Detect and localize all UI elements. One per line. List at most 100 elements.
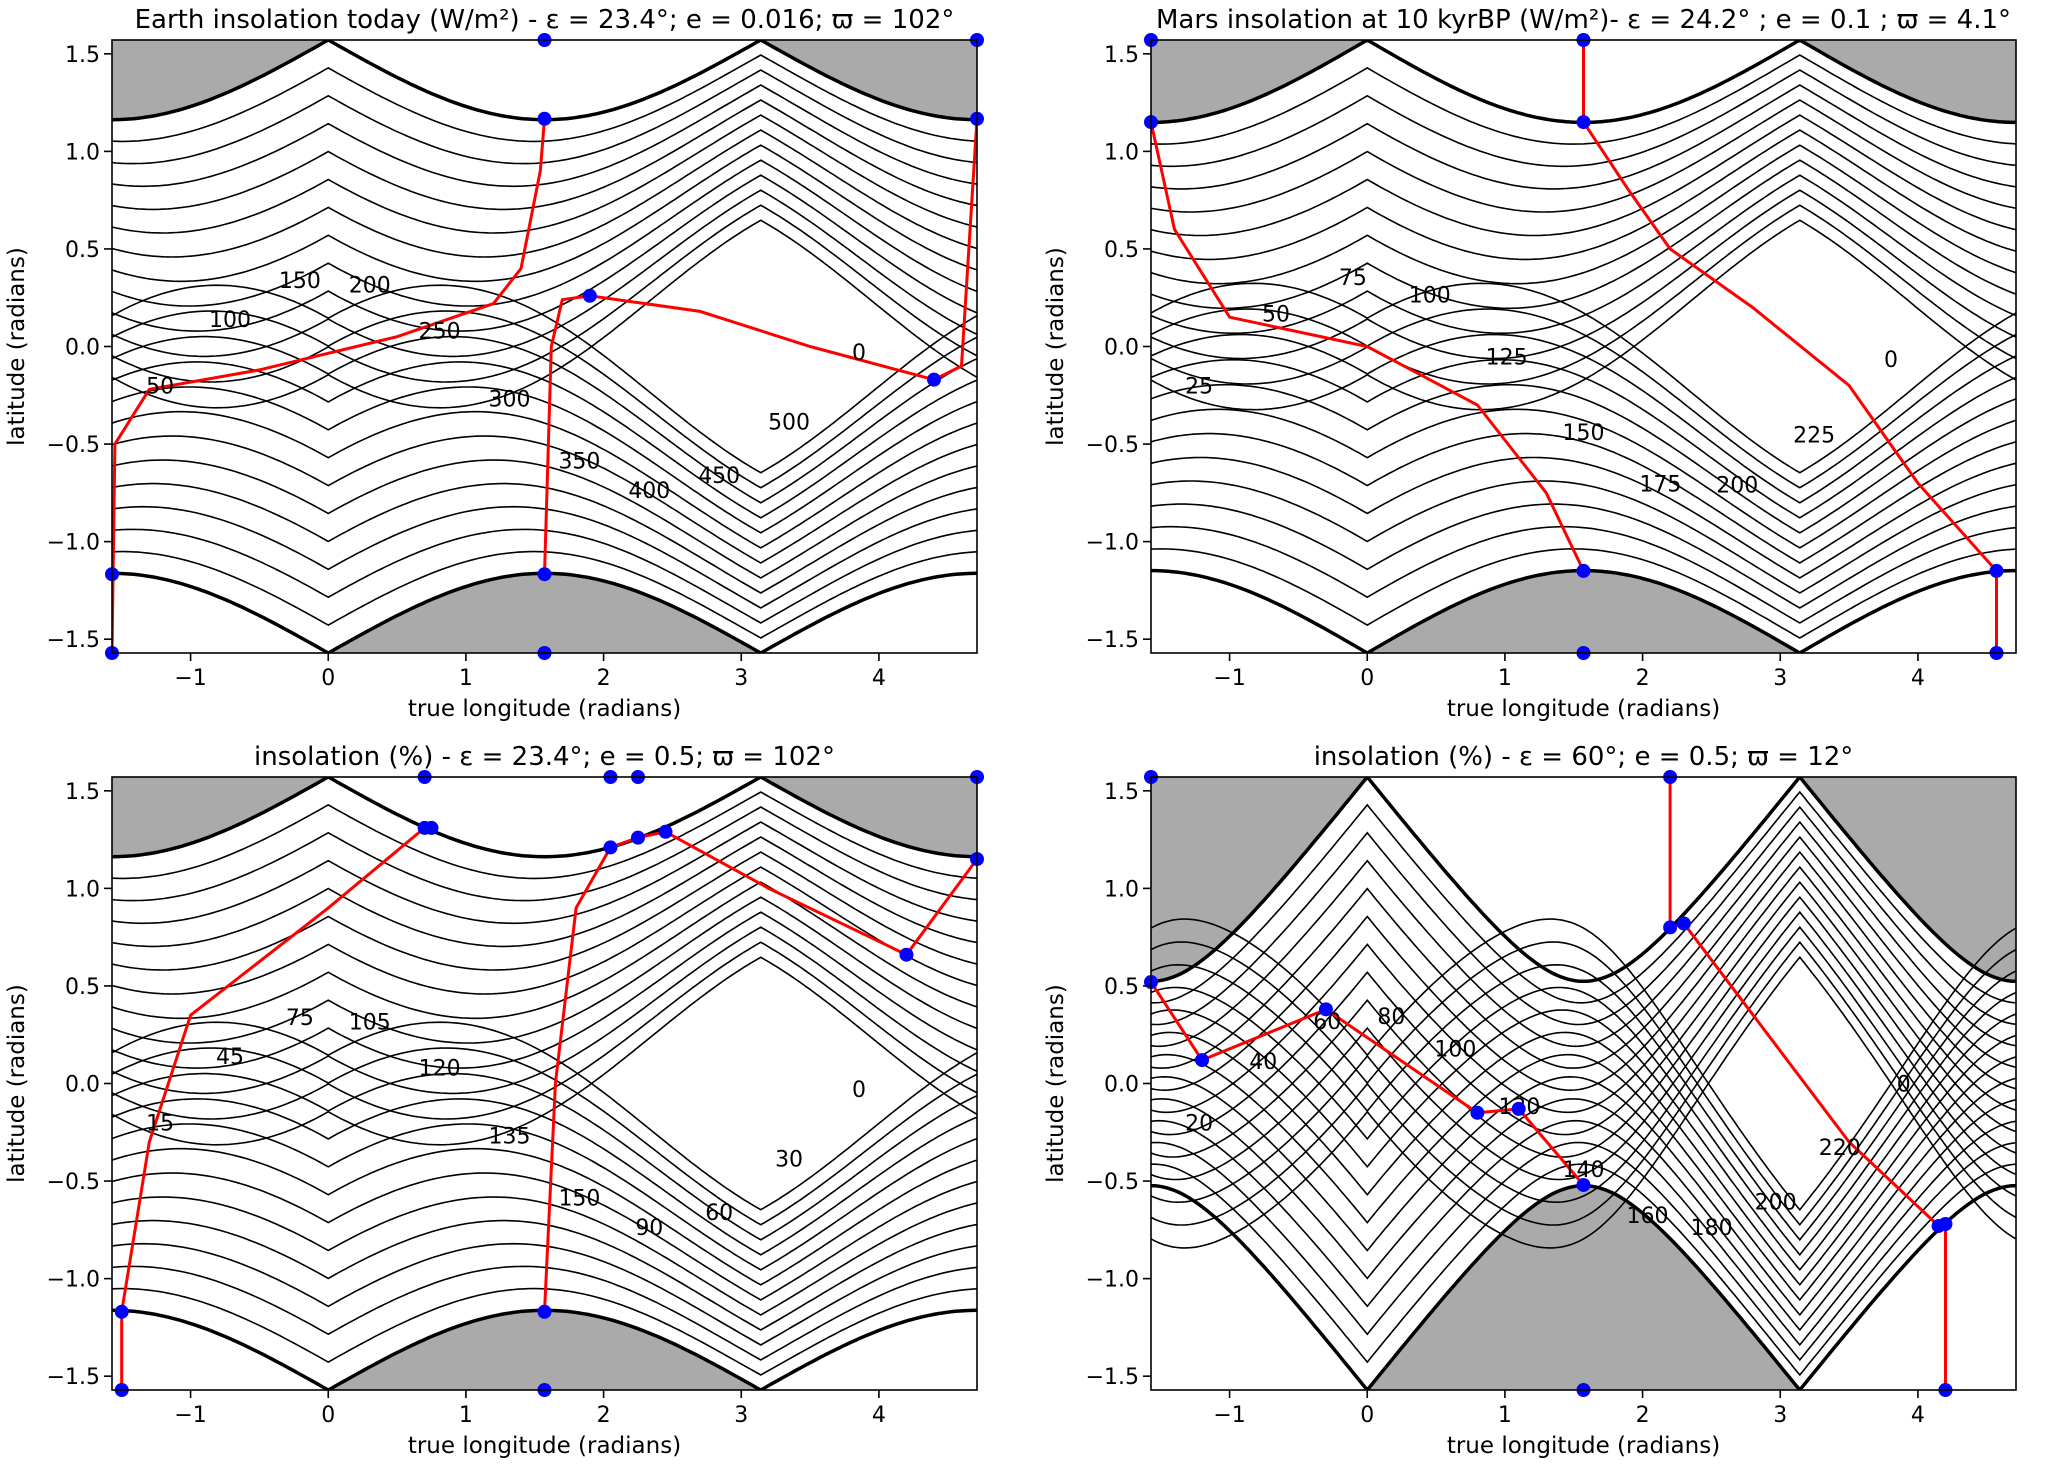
contour-label: 50 bbox=[146, 374, 174, 399]
y-tick-label: 0.0 bbox=[65, 336, 100, 361]
data-marker bbox=[537, 111, 552, 126]
contour-line bbox=[112, 1047, 977, 1226]
y-tick-label: 1.0 bbox=[65, 140, 100, 165]
plot-area: 15 45 75 105 120 135 150 90 60 30 0 bbox=[112, 777, 977, 1390]
contour-line bbox=[112, 310, 977, 489]
subplot-mars-10kyr: 25 50 75 100 125 150 175 200 225 0 −1 0 1 2 3 4 −1.5 −1.0… bbox=[1043, 5, 2017, 722]
contour-label: 60 bbox=[705, 1201, 733, 1226]
contour-line bbox=[1151, 1098, 2016, 1332]
subplot-title: insolation (%) - ε = 60°; e = 0.5; ϖ = 1… bbox=[1314, 742, 1854, 772]
contour-line bbox=[1151, 129, 2016, 261]
contour-line bbox=[112, 911, 977, 1069]
polar-night-south bbox=[112, 1310, 977, 1390]
contour-line bbox=[112, 386, 977, 534]
contour-line bbox=[1151, 941, 2016, 1226]
contour-line bbox=[112, 435, 977, 564]
x-tick-label: 2 bbox=[597, 1403, 611, 1428]
contour-label: 400 bbox=[628, 479, 670, 504]
contour-line bbox=[1151, 69, 2016, 168]
y-tick-label: 1.5 bbox=[65, 780, 100, 805]
x-tick-label: 3 bbox=[734, 666, 748, 691]
data-marker bbox=[1663, 920, 1678, 935]
contour-line bbox=[112, 1196, 977, 1316]
contour-line bbox=[1151, 865, 2016, 1114]
contour-label: 90 bbox=[635, 1216, 663, 1241]
axes-frame bbox=[1150, 39, 2017, 654]
y-tick-label: −1.5 bbox=[1086, 1365, 1139, 1390]
y-tick-label: −0.5 bbox=[47, 1170, 100, 1195]
x-tick-label: 0 bbox=[1360, 666, 1374, 691]
data-marker bbox=[537, 1304, 552, 1319]
contour-line bbox=[1151, 174, 2016, 334]
contour-label: 125 bbox=[1486, 345, 1528, 370]
x-tick-label: 0 bbox=[321, 666, 335, 691]
contour-line bbox=[112, 821, 977, 925]
y-tick-label: −0.5 bbox=[1086, 1170, 1139, 1195]
contour-line bbox=[1151, 918, 2016, 1211]
subplot-insolation-e05-eps234: 15 45 75 105 120 135 150 90 60 30 0 −1 0 1 2 3 4 −1.5 −1.0… bbox=[4, 742, 984, 1459]
y-tick-label: 0.0 bbox=[1104, 336, 1139, 361]
polar-night-south bbox=[1151, 1185, 2016, 1390]
contour-line bbox=[1151, 282, 2016, 474]
polar-night-north bbox=[1151, 40, 2016, 123]
red-path bbox=[1151, 981, 1585, 1186]
data-marker bbox=[114, 1304, 129, 1319]
contour-line bbox=[1151, 925, 2016, 1204]
boundary-curve-north bbox=[112, 777, 977, 859]
contour-line bbox=[112, 144, 977, 283]
contour-line bbox=[112, 189, 977, 358]
contour-label: 15 bbox=[146, 1111, 174, 1136]
contour-line bbox=[1151, 480, 2016, 594]
contour-line bbox=[1151, 144, 2016, 285]
contour-line bbox=[1151, 408, 2016, 549]
contour-label: 0 bbox=[852, 1078, 866, 1103]
contour-line bbox=[112, 410, 977, 549]
data-marker bbox=[1195, 1053, 1210, 1068]
contour-line bbox=[1151, 99, 2016, 213]
x-tick-label: 3 bbox=[1773, 1403, 1787, 1428]
contour-line bbox=[112, 1021, 977, 1211]
contour-label: 225 bbox=[1793, 423, 1835, 448]
contour-line bbox=[1151, 503, 2016, 609]
contour-line bbox=[1151, 548, 2016, 639]
contour-label: 175 bbox=[1639, 472, 1681, 497]
contour-label: 500 bbox=[768, 410, 810, 435]
contour-line bbox=[112, 361, 977, 519]
contour-line bbox=[112, 1219, 977, 1331]
x-tick-label: 3 bbox=[1773, 666, 1787, 691]
polar-night-south bbox=[1151, 570, 2016, 653]
contour-line bbox=[1151, 333, 2016, 504]
x-tick-label: 4 bbox=[872, 666, 886, 691]
contour-line bbox=[1151, 956, 2016, 1249]
x-axis-label: true longitude (radians) bbox=[1447, 1433, 1720, 1459]
contour-label: 220 bbox=[1819, 1136, 1861, 1161]
subplot-title: Mars insolation at 10 kyrBP (W/m²)- ε = … bbox=[1156, 5, 2011, 35]
y-tick-label: 0.5 bbox=[1104, 975, 1139, 1000]
data-marker bbox=[582, 288, 597, 303]
data-marker bbox=[1989, 563, 2004, 578]
x-axis-label: true longitude (radians) bbox=[1447, 696, 1720, 722]
contour-label: 250 bbox=[419, 319, 461, 344]
contour-line bbox=[112, 866, 977, 995]
y-tick-label: −0.5 bbox=[47, 433, 100, 458]
y-tick-label: 0.5 bbox=[65, 975, 100, 1000]
contour-line bbox=[112, 335, 977, 504]
data-marker bbox=[658, 824, 673, 839]
x-tick-label: 1 bbox=[459, 666, 473, 691]
red-path bbox=[1582, 40, 1998, 653]
y-tick-label: −1.0 bbox=[47, 1268, 100, 1293]
contour-label: 100 bbox=[1409, 283, 1451, 308]
contour-line bbox=[112, 896, 977, 1044]
x-tick-label: 2 bbox=[1636, 666, 1650, 691]
y-axis-label: latitude (radians) bbox=[1043, 984, 1069, 1183]
contour-line bbox=[112, 1123, 977, 1271]
data-marker bbox=[1576, 1177, 1591, 1192]
contour-label: 80 bbox=[1377, 1005, 1405, 1030]
contour-line bbox=[1151, 525, 2016, 624]
contour-label: 150 bbox=[558, 1187, 600, 1212]
contour-line bbox=[112, 99, 977, 211]
contour-line bbox=[1151, 456, 2016, 579]
y-tick-label: 1.0 bbox=[1104, 140, 1139, 165]
x-tick-label: 2 bbox=[1636, 1403, 1650, 1428]
